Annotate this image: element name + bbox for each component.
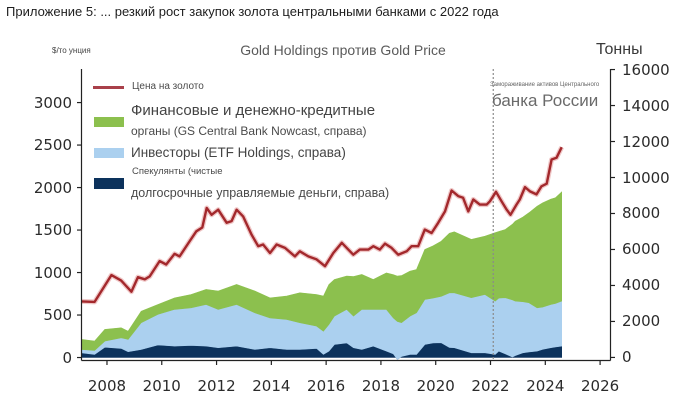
area-3 — [81, 191, 562, 351]
y-left-tick-label: 2000 — [33, 178, 72, 197]
y-right-tick-label: 0 — [622, 348, 632, 367]
legend-label-price: Цена на золото — [132, 81, 204, 92]
x-tick-label: 2014 — [252, 377, 291, 395]
legend-label-central-banks: Финансовые и денежно-кредитные — [131, 102, 376, 119]
axes-spines — [80, 69, 612, 362]
y-right-tick-label: 10000 — [622, 168, 670, 187]
legend-line-swatch-price — [93, 86, 124, 89]
gold-price-line — [81, 146, 564, 305]
x-tick-label: 2020 — [416, 377, 455, 395]
x-tick-label: 2016 — [307, 377, 346, 395]
x-tick-label: 2022 — [471, 377, 510, 395]
y-left-tick-label: 3000 — [33, 93, 72, 112]
y-right-tick-label: 16000 — [622, 60, 670, 79]
y-right-tick-label: 2000 — [622, 312, 661, 331]
x-tick-label: 2026 — [580, 377, 620, 395]
stacked-area-series — [81, 191, 562, 360]
legend-swatch-etf — [94, 148, 124, 158]
y-left-tick-label: 0 — [62, 348, 72, 367]
y-left-tick-label: 1500 — [33, 221, 72, 240]
legend-swatch-speculators — [94, 178, 124, 189]
y-right-tick-label: 4000 — [622, 276, 661, 295]
legend-label-central-banks-sub: органы (GS Central Bank Nowcast, справа) — [131, 124, 367, 138]
legend-label-speculators-sub: долгосрочные управляемые деньги, справа) — [131, 186, 390, 200]
legend-label-etf: Инвесторы (ETF Holdings, справа) — [131, 145, 346, 160]
legend-label-speculators: Спекулянты (чистые — [132, 166, 223, 177]
figure-caption: Приложение 5: ... резкий рост закупок зо… — [6, 4, 499, 19]
x-tick-label: 2018 — [361, 377, 401, 395]
y-right-tick-label: 6000 — [622, 240, 661, 259]
right-axis-unit-label: Тонны — [596, 41, 643, 58]
y-left-tick-label: 500 — [43, 306, 72, 325]
event-annotation-line1: Замораживание активов Центрального — [490, 82, 600, 88]
y-right-tick-label: 14000 — [622, 96, 670, 115]
left-axis-unit-label: $/то унция — [52, 46, 91, 55]
legend-swatch-central-banks — [94, 117, 124, 127]
x-tick-label: 2012 — [197, 377, 236, 395]
y-right-tick-label: 8000 — [622, 204, 661, 223]
event-annotation-line2: банка России — [492, 91, 599, 110]
axis-ticks — [77, 68, 615, 365]
y-left-tick-label: 1000 — [33, 263, 72, 282]
x-tick-label: 2024 — [526, 377, 565, 395]
x-tick-label: 2010 — [142, 377, 181, 395]
chart-title: Gold Holdings против Gold Price — [240, 42, 446, 58]
y-right-tick-label: 12000 — [622, 132, 670, 151]
y-left-tick-label: 2500 — [33, 136, 72, 155]
x-tick-label: 2008 — [87, 377, 127, 395]
